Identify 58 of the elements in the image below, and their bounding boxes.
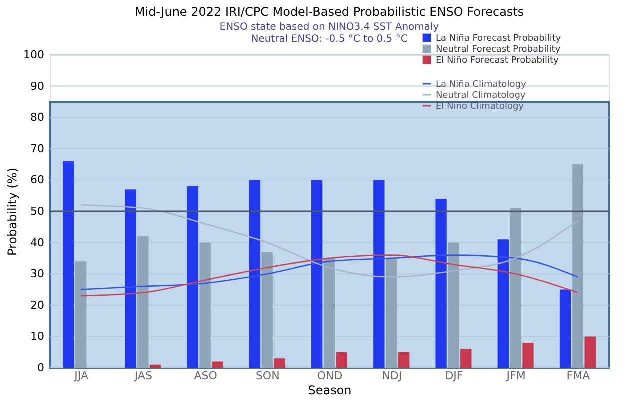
y-tick-label: 70	[30, 142, 44, 156]
bar	[560, 290, 572, 368]
bar	[75, 262, 87, 368]
y-tick-label: 60	[30, 174, 44, 187]
bar	[138, 236, 149, 368]
bar	[584, 336, 596, 368]
y-tick-label: 10	[30, 330, 44, 344]
bar	[125, 190, 136, 368]
bar	[398, 352, 410, 368]
x-tick-label: JFM	[506, 370, 526, 382]
bar	[311, 180, 323, 368]
x-tick-label: SON	[256, 370, 280, 382]
y-tick-label: 100	[24, 48, 44, 62]
y-tick-label: 30	[30, 268, 44, 281]
x-tick-label: OND	[317, 370, 343, 382]
legend-label: El Niño Forecast Probability	[436, 56, 560, 66]
bar	[200, 242, 211, 368]
x-tick-label: ASO	[194, 370, 218, 382]
y-tick-label: 20	[30, 298, 44, 312]
bar	[336, 352, 348, 368]
x-axis-title: Season	[308, 384, 352, 398]
y-tick-label: 50	[30, 205, 44, 218]
bar	[150, 364, 162, 368]
bar	[460, 349, 472, 368]
chart-title: Mid-June 2022 IRI/CPC Model-Based Probabilistic ENSO Forecasts	[134, 5, 524, 19]
y-tick-label: 80	[30, 111, 44, 124]
y-axis-title: Probability (%)	[6, 168, 20, 256]
legend-label: La Niña Climatology	[436, 80, 528, 90]
legend-label: Neutral Forecast Probability	[436, 45, 562, 55]
bar	[324, 258, 336, 368]
legend-label: Neutral Climatology	[436, 91, 526, 101]
bar	[448, 242, 460, 368]
bar	[63, 161, 74, 368]
y-tick-label: 0	[38, 362, 44, 374]
bar	[249, 180, 261, 368]
bar	[187, 186, 198, 368]
x-tick-label: JAS	[134, 370, 152, 382]
bar	[386, 258, 398, 368]
x-tick-label: FMA	[566, 370, 591, 382]
bar	[436, 198, 447, 368]
bar	[212, 362, 224, 368]
bar	[262, 252, 273, 368]
x-tick-label: DJF	[445, 370, 464, 382]
legend-label: La Niña Forecast Probability	[436, 34, 562, 44]
bar	[498, 240, 509, 368]
line-series	[80, 204, 579, 278]
legend-label: El Niño Climatology	[436, 102, 525, 112]
y-tick-label: 40	[30, 236, 44, 250]
bar	[522, 342, 534, 368]
bar	[510, 208, 522, 368]
bar	[274, 358, 286, 368]
line-series	[80, 254, 579, 297]
line-series	[80, 254, 579, 290]
y-tick-label: 90	[30, 80, 44, 93]
bar	[572, 164, 584, 368]
x-tick-label: NDJ	[382, 370, 402, 382]
x-tick-label: JJA	[74, 370, 89, 382]
bar	[374, 180, 385, 368]
